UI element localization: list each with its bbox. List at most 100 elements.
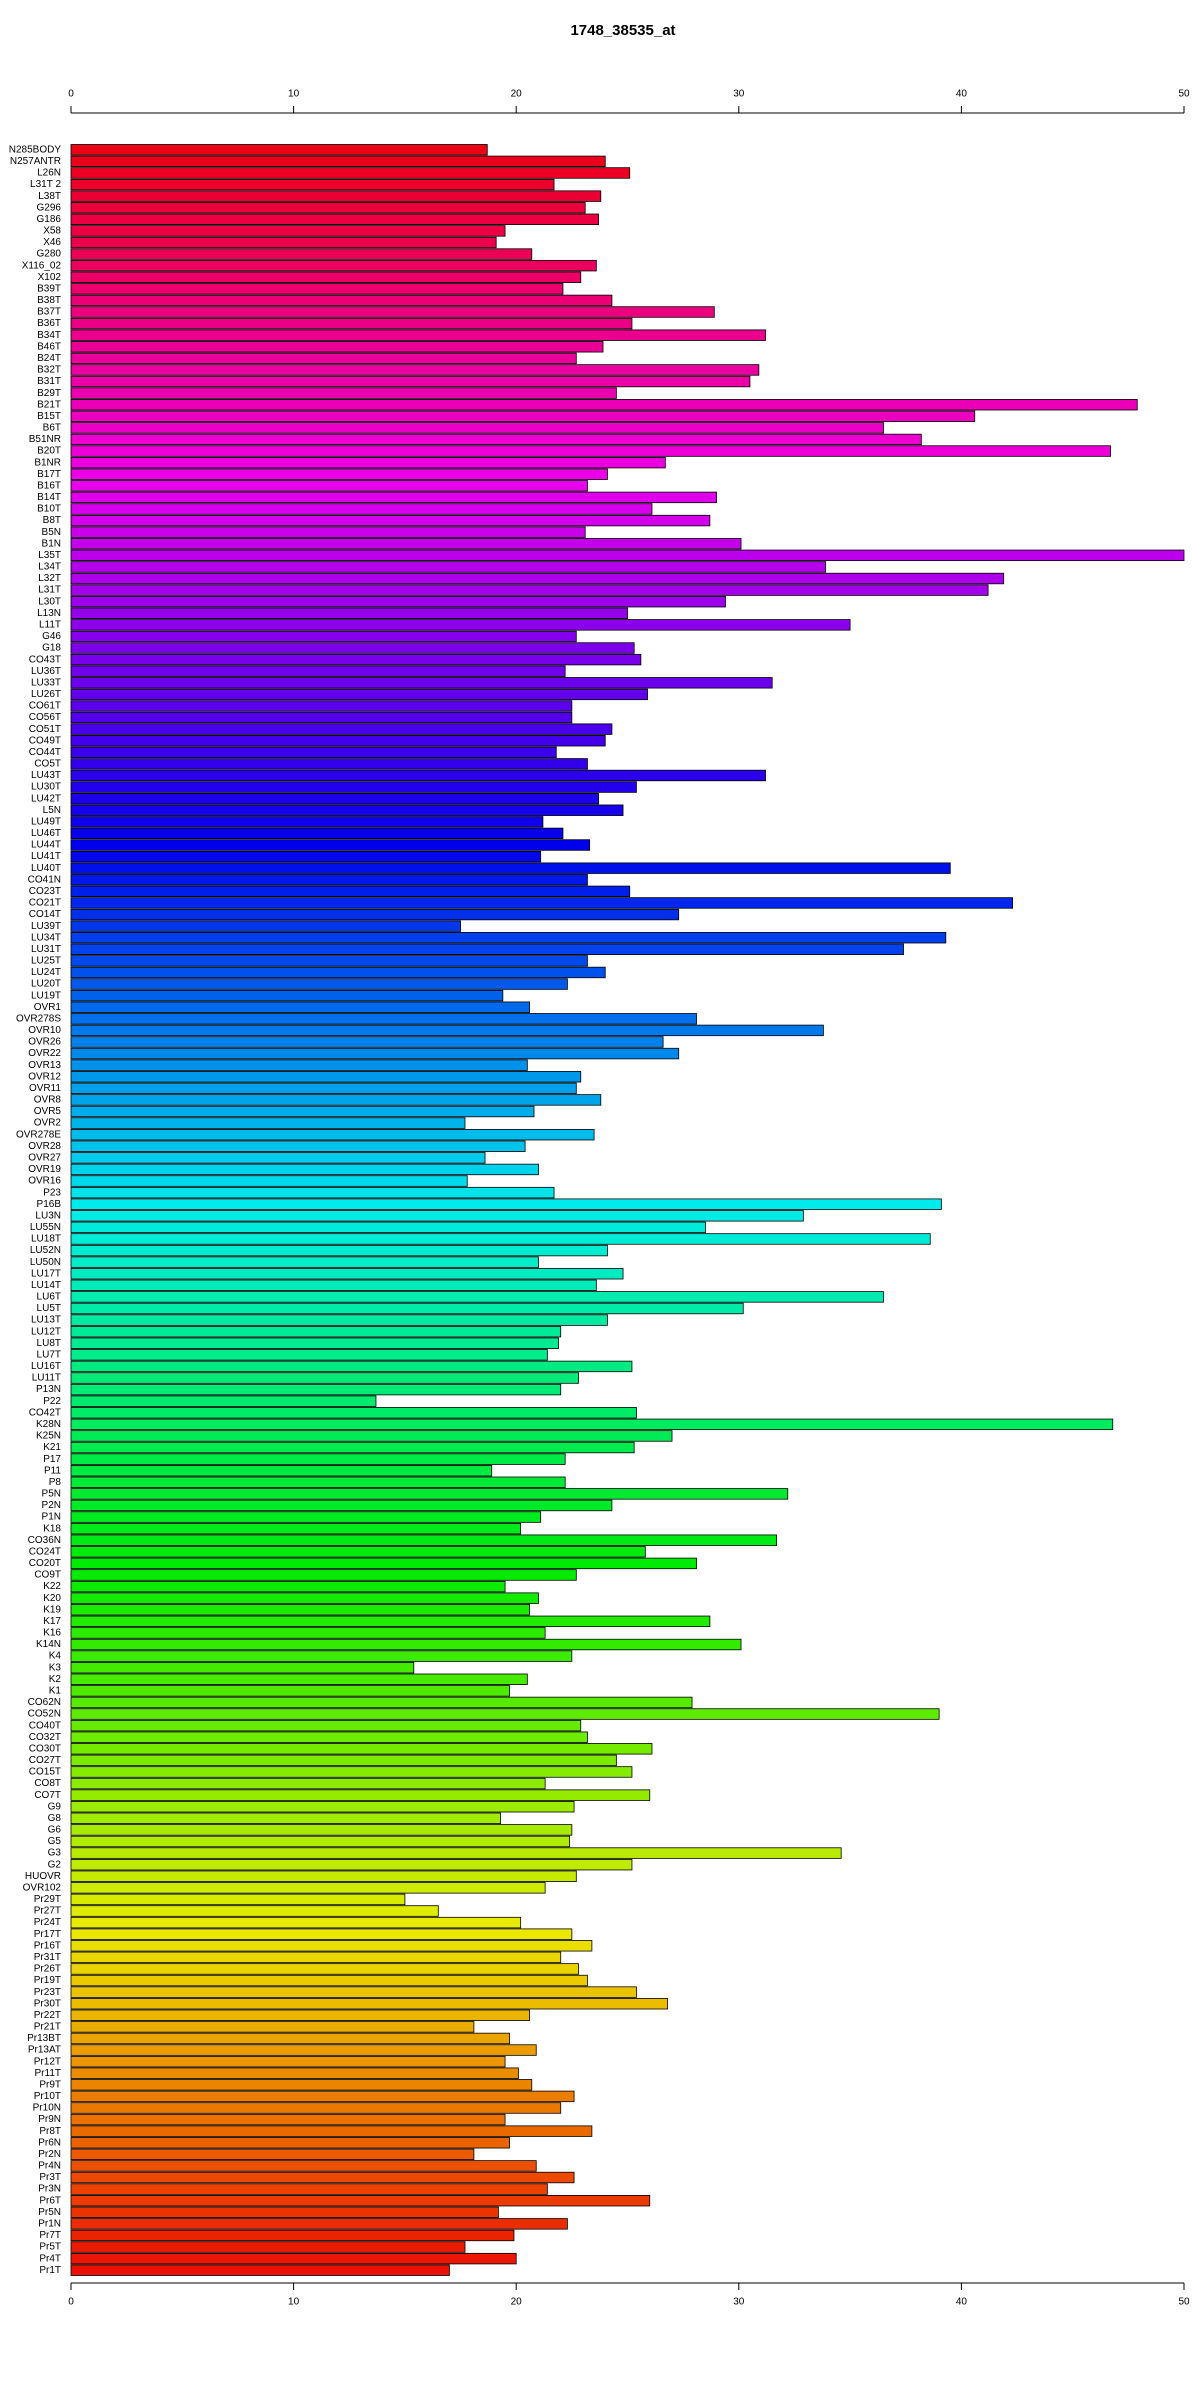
y-tick-label: CO14T	[29, 909, 61, 920]
y-tick-label: LU13T	[31, 1315, 61, 1326]
y-tick-label: LU50N	[30, 1257, 61, 1268]
bar	[70, 1916, 522, 1929]
y-tick-label: OVR1	[34, 1002, 62, 1013]
bar	[70, 862, 951, 874]
y-tick-label: B38T	[37, 295, 61, 306]
y-tick-label: LU40T	[31, 863, 61, 874]
bar	[70, 1696, 693, 1709]
y-tick-label: LU11T	[32, 1373, 61, 1384]
bar	[70, 1325, 562, 1338]
bar	[70, 352, 577, 365]
bar	[70, 1963, 579, 1975]
bar	[70, 1847, 842, 1859]
y-tick-label: Pr3T	[39, 2172, 61, 2183]
bar	[70, 827, 564, 840]
bar	[70, 1546, 646, 1558]
y-tick-label: CO43T	[29, 654, 61, 665]
bar	[70, 1441, 635, 1454]
bar	[70, 1071, 582, 1083]
y-tick-label: B14T	[37, 492, 61, 503]
x-tick-label: 0	[68, 89, 74, 100]
y-tick-label: B16T	[37, 480, 61, 491]
y-tick-label: CO27T	[29, 1755, 61, 1766]
y-tick-label: Pr30T	[34, 1998, 61, 2009]
bar	[70, 1511, 542, 1523]
bar	[70, 2148, 475, 2161]
bar	[70, 294, 613, 307]
bar	[70, 514, 711, 527]
bar	[70, 1221, 706, 1234]
y-tick-label: K25N	[36, 1431, 61, 1442]
y-tick-label: Pr12T	[34, 2056, 61, 2067]
y-tick-label: CO20T	[29, 1558, 61, 1569]
y-tick-label: P2N	[42, 1500, 61, 1511]
bar	[70, 1766, 633, 1778]
bar	[70, 2183, 548, 2195]
y-tick-label: L32T	[38, 573, 61, 584]
bar	[70, 2194, 651, 2207]
y-tick-label: Pr10N	[33, 2103, 61, 2114]
y-tick-label: B10T	[37, 504, 61, 515]
y-tick-label: CO30T	[29, 1743, 61, 1754]
bar	[70, 1789, 651, 1801]
y-tick-label: Pr10T	[34, 2091, 61, 2102]
bar	[70, 422, 884, 434]
bar	[70, 155, 606, 168]
bar	[70, 1870, 577, 1882]
y-tick-label: LU55N	[30, 1222, 61, 1233]
y-tick-label: P23	[43, 1187, 61, 1198]
y-tick-label: LU20T	[31, 979, 61, 990]
bar	[70, 549, 1185, 562]
y-tick-label: Pr7T	[39, 2230, 61, 2241]
bar	[70, 2032, 510, 2045]
y-tick-label: G5	[48, 1836, 62, 1847]
bar	[70, 190, 602, 202]
bar	[70, 1743, 653, 1755]
bar	[70, 468, 608, 480]
bar	[70, 225, 506, 237]
y-tick-label: OVR22	[28, 1048, 61, 1059]
y-tick-label: Pr17T	[34, 1929, 61, 1940]
bar	[70, 1661, 415, 1674]
bar	[70, 1001, 530, 1013]
bar	[70, 1893, 406, 1906]
bar	[70, 595, 726, 608]
bar	[70, 1372, 579, 1384]
bar	[70, 1453, 566, 1465]
bar	[70, 723, 613, 735]
bar	[70, 2102, 562, 2114]
bar	[70, 1801, 575, 1813]
bar	[70, 1569, 577, 1581]
y-tick-label: X102	[38, 272, 62, 283]
bar	[70, 480, 588, 492]
y-tick-label: L26N	[37, 168, 61, 179]
bar	[70, 2218, 568, 2230]
bar	[70, 1036, 664, 1048]
y-tick-label: LU26T	[31, 689, 61, 700]
bar	[70, 2125, 593, 2137]
bar	[70, 2113, 506, 2126]
bar	[70, 1754, 617, 1767]
bar	[70, 1198, 942, 1210]
y-tick-label: CO56T	[29, 712, 61, 723]
bar	[70, 2206, 499, 2218]
y-tick-label: Pr21T	[34, 2022, 61, 2033]
bar	[70, 1534, 778, 1546]
y-tick-label: P8	[49, 1477, 62, 1488]
bar	[70, 1824, 573, 1836]
y-tick-label: CO21T	[29, 898, 61, 909]
y-tick-label: G186	[37, 214, 62, 225]
y-tick-label: B5N	[42, 527, 61, 538]
y-tick-label: Pr29T	[34, 1894, 61, 1905]
bar	[70, 2229, 515, 2242]
bar	[70, 1059, 528, 1071]
bar	[70, 1673, 528, 1685]
bar	[70, 1951, 562, 1964]
y-tick-label: Pr2N	[38, 2149, 61, 2160]
y-tick-label: K17	[43, 1616, 61, 1627]
bar	[70, 711, 573, 724]
bar	[70, 1685, 510, 1697]
y-tick-label: CO52N	[28, 1709, 61, 1720]
bar	[70, 1858, 633, 1871]
bar	[70, 792, 599, 805]
